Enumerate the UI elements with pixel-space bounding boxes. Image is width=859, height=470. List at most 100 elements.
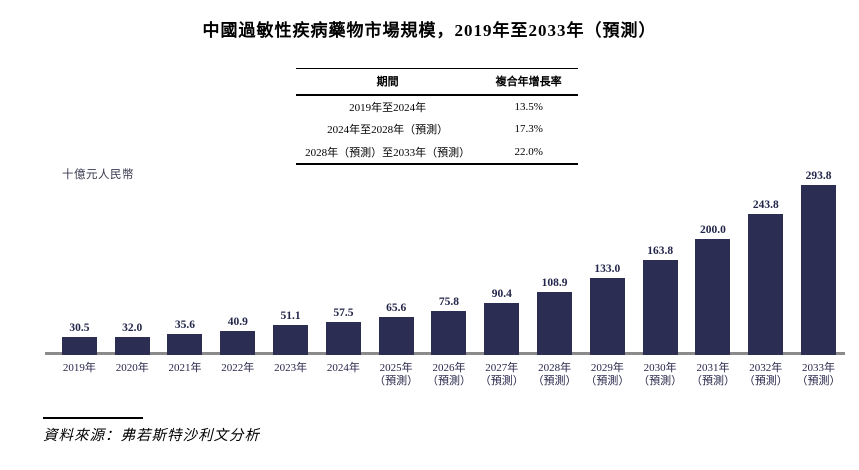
x-axis-label: 2023年 (274, 362, 307, 375)
table-row: 2019年至2024年 13.5% (296, 95, 578, 118)
table-row: 2028年（預測）至2033年（預測） 22.0% (296, 141, 578, 164)
x-axis-label-year: 2031年 (696, 362, 730, 374)
x-axis-label-year: 2022年 (221, 362, 255, 374)
bar-column: 51.1 2023年 (264, 170, 317, 374)
bar-value-label: 51.1 (280, 310, 301, 323)
bar (431, 311, 467, 355)
bar-value-label: 32.0 (122, 321, 143, 334)
bar-value-label: 163.8 (647, 245, 674, 258)
x-axis-label: 2020年 (116, 362, 149, 375)
x-axis-label-forecast: （預測） (426, 375, 471, 387)
table-cell-cagr: 17.3% (514, 123, 543, 135)
x-axis-label-forecast: （預測） (479, 375, 524, 387)
y-axis-unit-label: 十億元人民幣 (62, 169, 134, 181)
bar-column: 57.5 2024年 (317, 170, 370, 374)
table-cell-period: 2028年（預測）至2033年（預測） (305, 146, 471, 159)
x-axis-label: 2030年 （預測） (638, 362, 682, 388)
x-axis-label: 2033年 （預測） (797, 362, 841, 388)
x-axis-label-year: 2020年 (115, 362, 149, 374)
bar-value-label: 65.6 (386, 302, 407, 314)
x-axis-label-forecast: （預測） (796, 375, 841, 387)
page-title: 中國過敏性疾病藥物市場規模，2019年至2033年（預測） (202, 21, 657, 40)
bar-column: 32.0 2020年 (106, 170, 159, 374)
table-cell-cagr: 13.5% (514, 100, 543, 113)
table-cell-cagr: 22.0% (514, 145, 543, 158)
bar-value-label: 75.8 (438, 296, 460, 309)
bar-value-label: 243.8 (752, 198, 779, 211)
x-axis-label-forecast: （預測） (585, 375, 630, 387)
table-row: 2024年至2028年（預測） 17.3% (296, 118, 578, 141)
bar-column: 163.8 2030年 （預測） (634, 170, 687, 387)
bar-value-label: 30.5 (69, 322, 90, 335)
x-axis-label-year: 2032年 (749, 362, 783, 374)
x-axis-label-year: 2030年 (643, 362, 677, 374)
bar (273, 325, 309, 355)
bar-column: 108.9 2028年 （預測） (528, 170, 581, 387)
bar-value-label: 200.0 (700, 224, 726, 237)
table-header-cagr: 複合年增長率 (479, 68, 578, 96)
x-axis-label-forecast: （預測） (743, 375, 788, 387)
source-divider-line (43, 417, 143, 419)
bar (748, 213, 784, 355)
bar-column: 133.0 2029年 （預測） (581, 170, 634, 387)
bar-column: 40.9 2022年 (211, 170, 264, 374)
bar-value-label: 293.8 (805, 170, 832, 182)
bar-column: 75.8 2026年 （預測） (423, 170, 476, 387)
x-axis-label-year: 2025年 (379, 362, 413, 374)
x-axis-label: 2028年 （預測） (533, 362, 577, 388)
cagr-table-body: 2019年至2024年 13.5% 2024年至2028年（預測） 17.3% 2028… (296, 95, 578, 164)
bar-column: 200.0 2031年 （預測） (687, 170, 740, 387)
x-axis-label: 2029年 （預測） (585, 362, 629, 388)
x-axis-label-forecast: （預測） (690, 375, 735, 387)
bar-column: 35.6 2021年 (159, 170, 212, 374)
x-axis-label-year: 2029年 (590, 362, 624, 374)
x-axis-label-year: 2019年 (62, 362, 96, 374)
bar (114, 336, 150, 355)
bar-value-label: 57.5 (333, 306, 354, 319)
bar (167, 334, 203, 355)
x-axis-label: 2024年 (327, 362, 360, 375)
bar-value-label: 35.6 (174, 319, 196, 332)
x-axis-label-year: 2027年 (485, 362, 519, 374)
x-axis-label: 2031年 （預測） (691, 362, 735, 388)
bar (695, 239, 731, 355)
source-note: 資料來源：弗若斯特沙利文分析 (43, 428, 260, 444)
bar-column: 65.6 2025年 （預測） (370, 170, 423, 387)
bar (642, 260, 678, 355)
x-axis-label-year: 2024年 (326, 362, 360, 374)
x-axis-label: 2019年 (63, 362, 96, 375)
bar-column: 90.4 2027年 （預測） (475, 170, 528, 387)
x-axis-label-year: 2028年 (538, 362, 572, 374)
x-axis-label: 2026年 （預測） (427, 362, 471, 388)
x-axis-label-forecast: （預測） (532, 375, 577, 387)
x-axis-label: 2025年 （預測） (374, 362, 418, 388)
x-axis-label-year: 2033年 (802, 362, 836, 374)
bar-value-label: 108.9 (541, 277, 568, 289)
bar (325, 321, 361, 355)
x-axis-label: 2027年 （預測） (480, 362, 524, 388)
bar (220, 331, 256, 355)
bar-column: 30.5 2019年 (53, 170, 106, 374)
table-header-period: 期間 (296, 68, 480, 96)
x-axis-label-year: 2026年 (432, 362, 466, 374)
bar (801, 185, 837, 355)
bar-value-label: 40.9 (227, 316, 248, 329)
x-axis-label-forecast: （預測） (374, 375, 419, 387)
x-axis-label: 2032年 （預測） (744, 362, 788, 388)
bar (61, 337, 97, 355)
bar (378, 317, 414, 355)
bar-column: 293.8 2033年 （預測） (792, 170, 845, 387)
bar (484, 302, 520, 355)
bar-value-label: 133.0 (594, 263, 621, 275)
x-axis-label-forecast: （預測） (638, 375, 683, 387)
x-axis-label-year: 2023年 (274, 362, 308, 374)
table-cell-period: 2019年至2024年 (349, 101, 427, 114)
table-cell-period: 2024年至2028年（預測） (327, 124, 449, 136)
bar-column: 243.8 2032年 （預測） (739, 170, 792, 387)
cagr-table: 期間 複合年增長率 2019年至2024年 13.5% 2024年至2028年（預測… (296, 68, 578, 165)
bar (537, 292, 573, 355)
table-header-row: 期間 複合年增長率 (296, 68, 578, 96)
bar (589, 278, 625, 355)
x-axis-label-year: 2021年 (168, 362, 202, 374)
